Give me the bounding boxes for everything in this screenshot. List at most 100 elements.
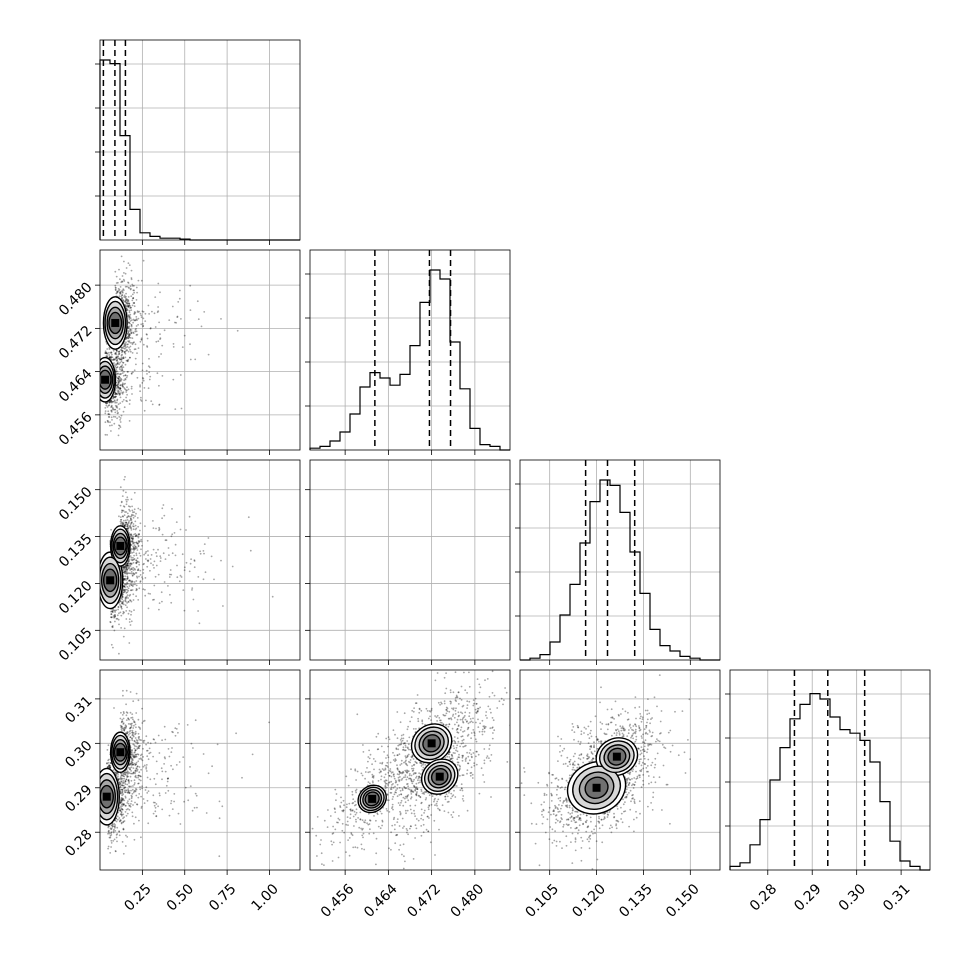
scatter-point (158, 752, 161, 754)
scatter-point (126, 578, 129, 580)
scatter-point (120, 354, 123, 357)
scatter-point (127, 562, 130, 565)
scatter-point (123, 565, 125, 568)
scatter-point (131, 749, 134, 751)
scatter-point (198, 622, 201, 625)
scatter-point (134, 801, 136, 804)
scatter-point (129, 306, 132, 309)
scatter-point (158, 529, 160, 532)
scatter-point (143, 409, 146, 412)
scatter-point (126, 564, 129, 567)
scatter-point (127, 589, 130, 592)
scatter-point (133, 756, 135, 758)
scatter-point (112, 397, 114, 400)
scatter-point (171, 305, 174, 308)
scatter-point (110, 416, 113, 419)
joint-panel-2-1 (309, 459, 511, 661)
scatter-point (207, 772, 210, 775)
scatter-point (218, 800, 221, 803)
scatter-point (147, 607, 150, 610)
scatter-point (133, 567, 136, 570)
scatter-point (110, 351, 113, 354)
scatter-point (126, 527, 129, 529)
scatter-point (180, 576, 183, 578)
scatter-point (123, 591, 126, 594)
scatter-point (131, 772, 134, 775)
scatter-point (172, 378, 175, 381)
scatter-point (118, 353, 121, 355)
scatter-point (130, 726, 133, 729)
scatter-point (119, 379, 122, 381)
scatter-point (142, 568, 145, 571)
scatter-point (112, 825, 114, 828)
scatter-point (108, 413, 111, 416)
scatter-point (165, 539, 168, 542)
scatter-point (127, 601, 130, 603)
scatter-point (134, 763, 137, 766)
scatter-point (142, 377, 145, 380)
scatter-point (127, 612, 130, 615)
scatter-point (124, 780, 127, 783)
scatter-point (135, 767, 138, 769)
scatter-point (117, 357, 120, 360)
scatter-point (131, 759, 134, 762)
scatter-point (146, 559, 149, 562)
scatter-point (133, 312, 136, 315)
scatter-point (104, 412, 107, 415)
scatter-point (132, 342, 135, 344)
scatter-point (113, 396, 115, 399)
scatter-point (167, 748, 170, 750)
scatter-point (129, 723, 132, 725)
scatter-point (117, 778, 119, 781)
scatter-point (132, 804, 134, 806)
scatter-point (133, 744, 136, 746)
scatter-point (120, 605, 122, 607)
scatter-point (131, 552, 134, 554)
scatter-point (124, 348, 126, 350)
scatter-point (111, 824, 114, 826)
scatter-point (130, 540, 133, 543)
scatter-point (128, 325, 131, 328)
scatter-point (167, 777, 169, 780)
scatter-point (159, 560, 162, 562)
panel-frame (309, 249, 511, 451)
scatter-point (124, 774, 127, 776)
scatter-point (105, 351, 108, 354)
scatter-point (139, 529, 141, 532)
scatter-point (121, 784, 123, 787)
scatter-point (124, 374, 127, 377)
scatter-point (125, 498, 127, 501)
scatter-point (197, 318, 200, 321)
scatter-point (131, 505, 134, 508)
scatter-point (181, 346, 184, 348)
scatter-point (161, 507, 164, 510)
scatter-point (199, 550, 202, 553)
scatter-point (152, 755, 155, 758)
scatter-point (128, 333, 131, 336)
scatter-point (120, 627, 122, 629)
scatter-point (131, 540, 133, 543)
scatter-point (136, 588, 138, 591)
scatter-point (110, 832, 112, 834)
scatter-point (145, 743, 148, 746)
scatter-point (108, 354, 111, 356)
scatter-point (127, 299, 130, 302)
scatter-point (163, 725, 166, 728)
scatter-point (131, 580, 134, 583)
scatter-point (121, 369, 124, 372)
scatter-point (110, 400, 113, 402)
scatter-point (149, 327, 152, 330)
scatter-point (116, 366, 119, 368)
scatter-point (124, 604, 127, 607)
scatter-point (139, 580, 142, 582)
scatter-point (147, 741, 150, 744)
scatter-point (106, 353, 109, 355)
scatter-point (131, 293, 134, 296)
scatter-point (107, 413, 110, 415)
scatter-point (156, 372, 159, 375)
scatter-point (126, 525, 129, 528)
scatter-point (114, 613, 116, 616)
scatter-point (135, 534, 138, 537)
scatter-point (115, 387, 118, 389)
scatter-point (111, 353, 113, 356)
